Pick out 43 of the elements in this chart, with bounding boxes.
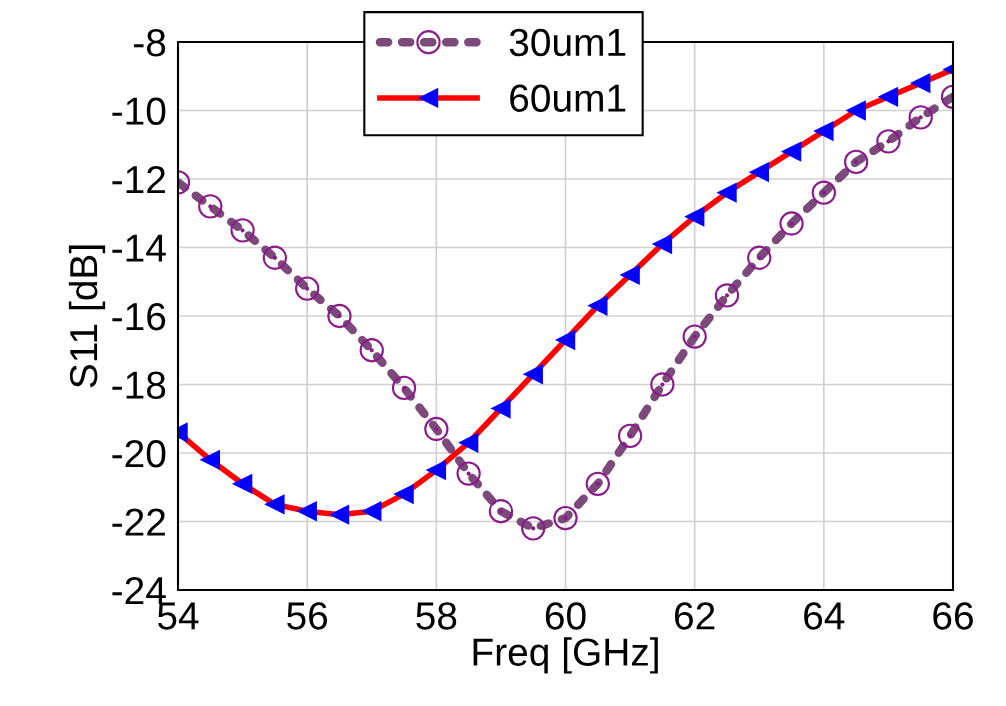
y-axis-title: S11 [dB] [68,245,106,388]
point [391,375,417,401]
point [747,245,772,270]
x-tick-label: 58 [416,602,457,630]
point [295,276,320,301]
point [843,149,869,175]
y-tick-label: -10 [112,97,166,125]
point [230,218,255,243]
point [876,129,901,154]
x-tick-label: 60 [545,602,586,630]
x-tick-label: 56 [287,602,328,630]
y-tick-label: -16 [112,302,166,331]
y-tick-label: -8 [134,28,166,57]
x-tick-label: 54 [157,602,199,630]
point [359,338,384,363]
point [456,461,481,486]
point [553,505,578,531]
point [779,211,804,236]
point [714,283,740,308]
x-tick-label: 62 [675,602,715,630]
x-axis-title: Freq [GHz] [473,637,658,674]
y-tick-label: -24 [112,576,166,605]
point [521,516,546,541]
point [198,194,223,219]
y-tick-label: -12 [112,165,165,194]
legend-label: 60um1 [510,84,626,112]
point [585,471,610,496]
y-tick-label: -18 [112,371,166,399]
point [811,180,836,205]
point [488,499,514,524]
y-tick-label: -20 [112,439,166,468]
y-tick-label: -22 [112,508,165,536]
point [327,303,352,329]
point [682,324,707,349]
x-tick-label: 66 [933,602,973,630]
x-tick-label: 64 [804,602,845,630]
point [424,416,449,442]
point [908,105,933,130]
legend-label: 30um1 [509,28,626,57]
point [650,372,675,397]
point [262,245,288,270]
point [617,423,643,449]
y-tick-label: -14 [112,234,166,262]
